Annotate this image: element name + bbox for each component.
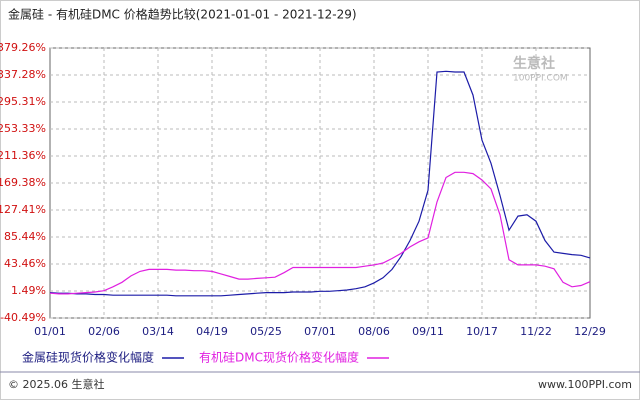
y-tick-label: 253.33% (0, 122, 46, 135)
x-tick-label: 05/25 (250, 325, 282, 338)
legend-label: 有机硅DMC现货价格变化幅度 (199, 350, 359, 365)
series-line (49, 70, 591, 297)
footer-copyright: © 2025.06 生意社 (8, 377, 104, 391)
x-tick-label: 04/19 (196, 325, 228, 338)
y-tick-label: -40.49% (0, 311, 46, 324)
y-tick-label: 85.44% (4, 230, 46, 243)
x-tick-label: 02/06 (88, 325, 120, 338)
x-tick-label: 03/14 (142, 325, 174, 338)
y-tick-label: 337.28% (0, 68, 46, 81)
x-tick-label: 11/22 (520, 325, 552, 338)
watermark-name: 生意社 (513, 55, 555, 72)
y-tick-label: 379.26% (0, 41, 46, 54)
x-tick-label: 01/01 (34, 325, 66, 338)
footer-site: www.100PPI.com (538, 378, 632, 391)
legend-label: 金属硅现货价格变化幅度 (22, 350, 154, 365)
x-tick-label: 07/01 (304, 325, 336, 338)
y-tick-label: 211.36% (0, 149, 46, 162)
chart-title: 金属硅 - 有机硅DMC 价格趋势比较(2021-01-01 - 2021-12… (8, 7, 357, 22)
x-tick-label: 08/06 (358, 325, 390, 338)
watermark-site: 100PPI.COM (513, 74, 568, 84)
x-tick-label: 10/17 (466, 325, 498, 338)
x-tick-label: 09/11 (412, 325, 444, 338)
series-line (49, 171, 591, 295)
y-tick-label: 1.49% (11, 284, 46, 297)
x-tick-label: 12/29 (574, 325, 606, 338)
y-tick-label: 169.38% (0, 176, 46, 189)
y-tick-label: 43.46% (4, 257, 46, 270)
y-tick-label: 127.41% (0, 203, 46, 216)
y-tick-label: 295.31% (0, 95, 46, 108)
